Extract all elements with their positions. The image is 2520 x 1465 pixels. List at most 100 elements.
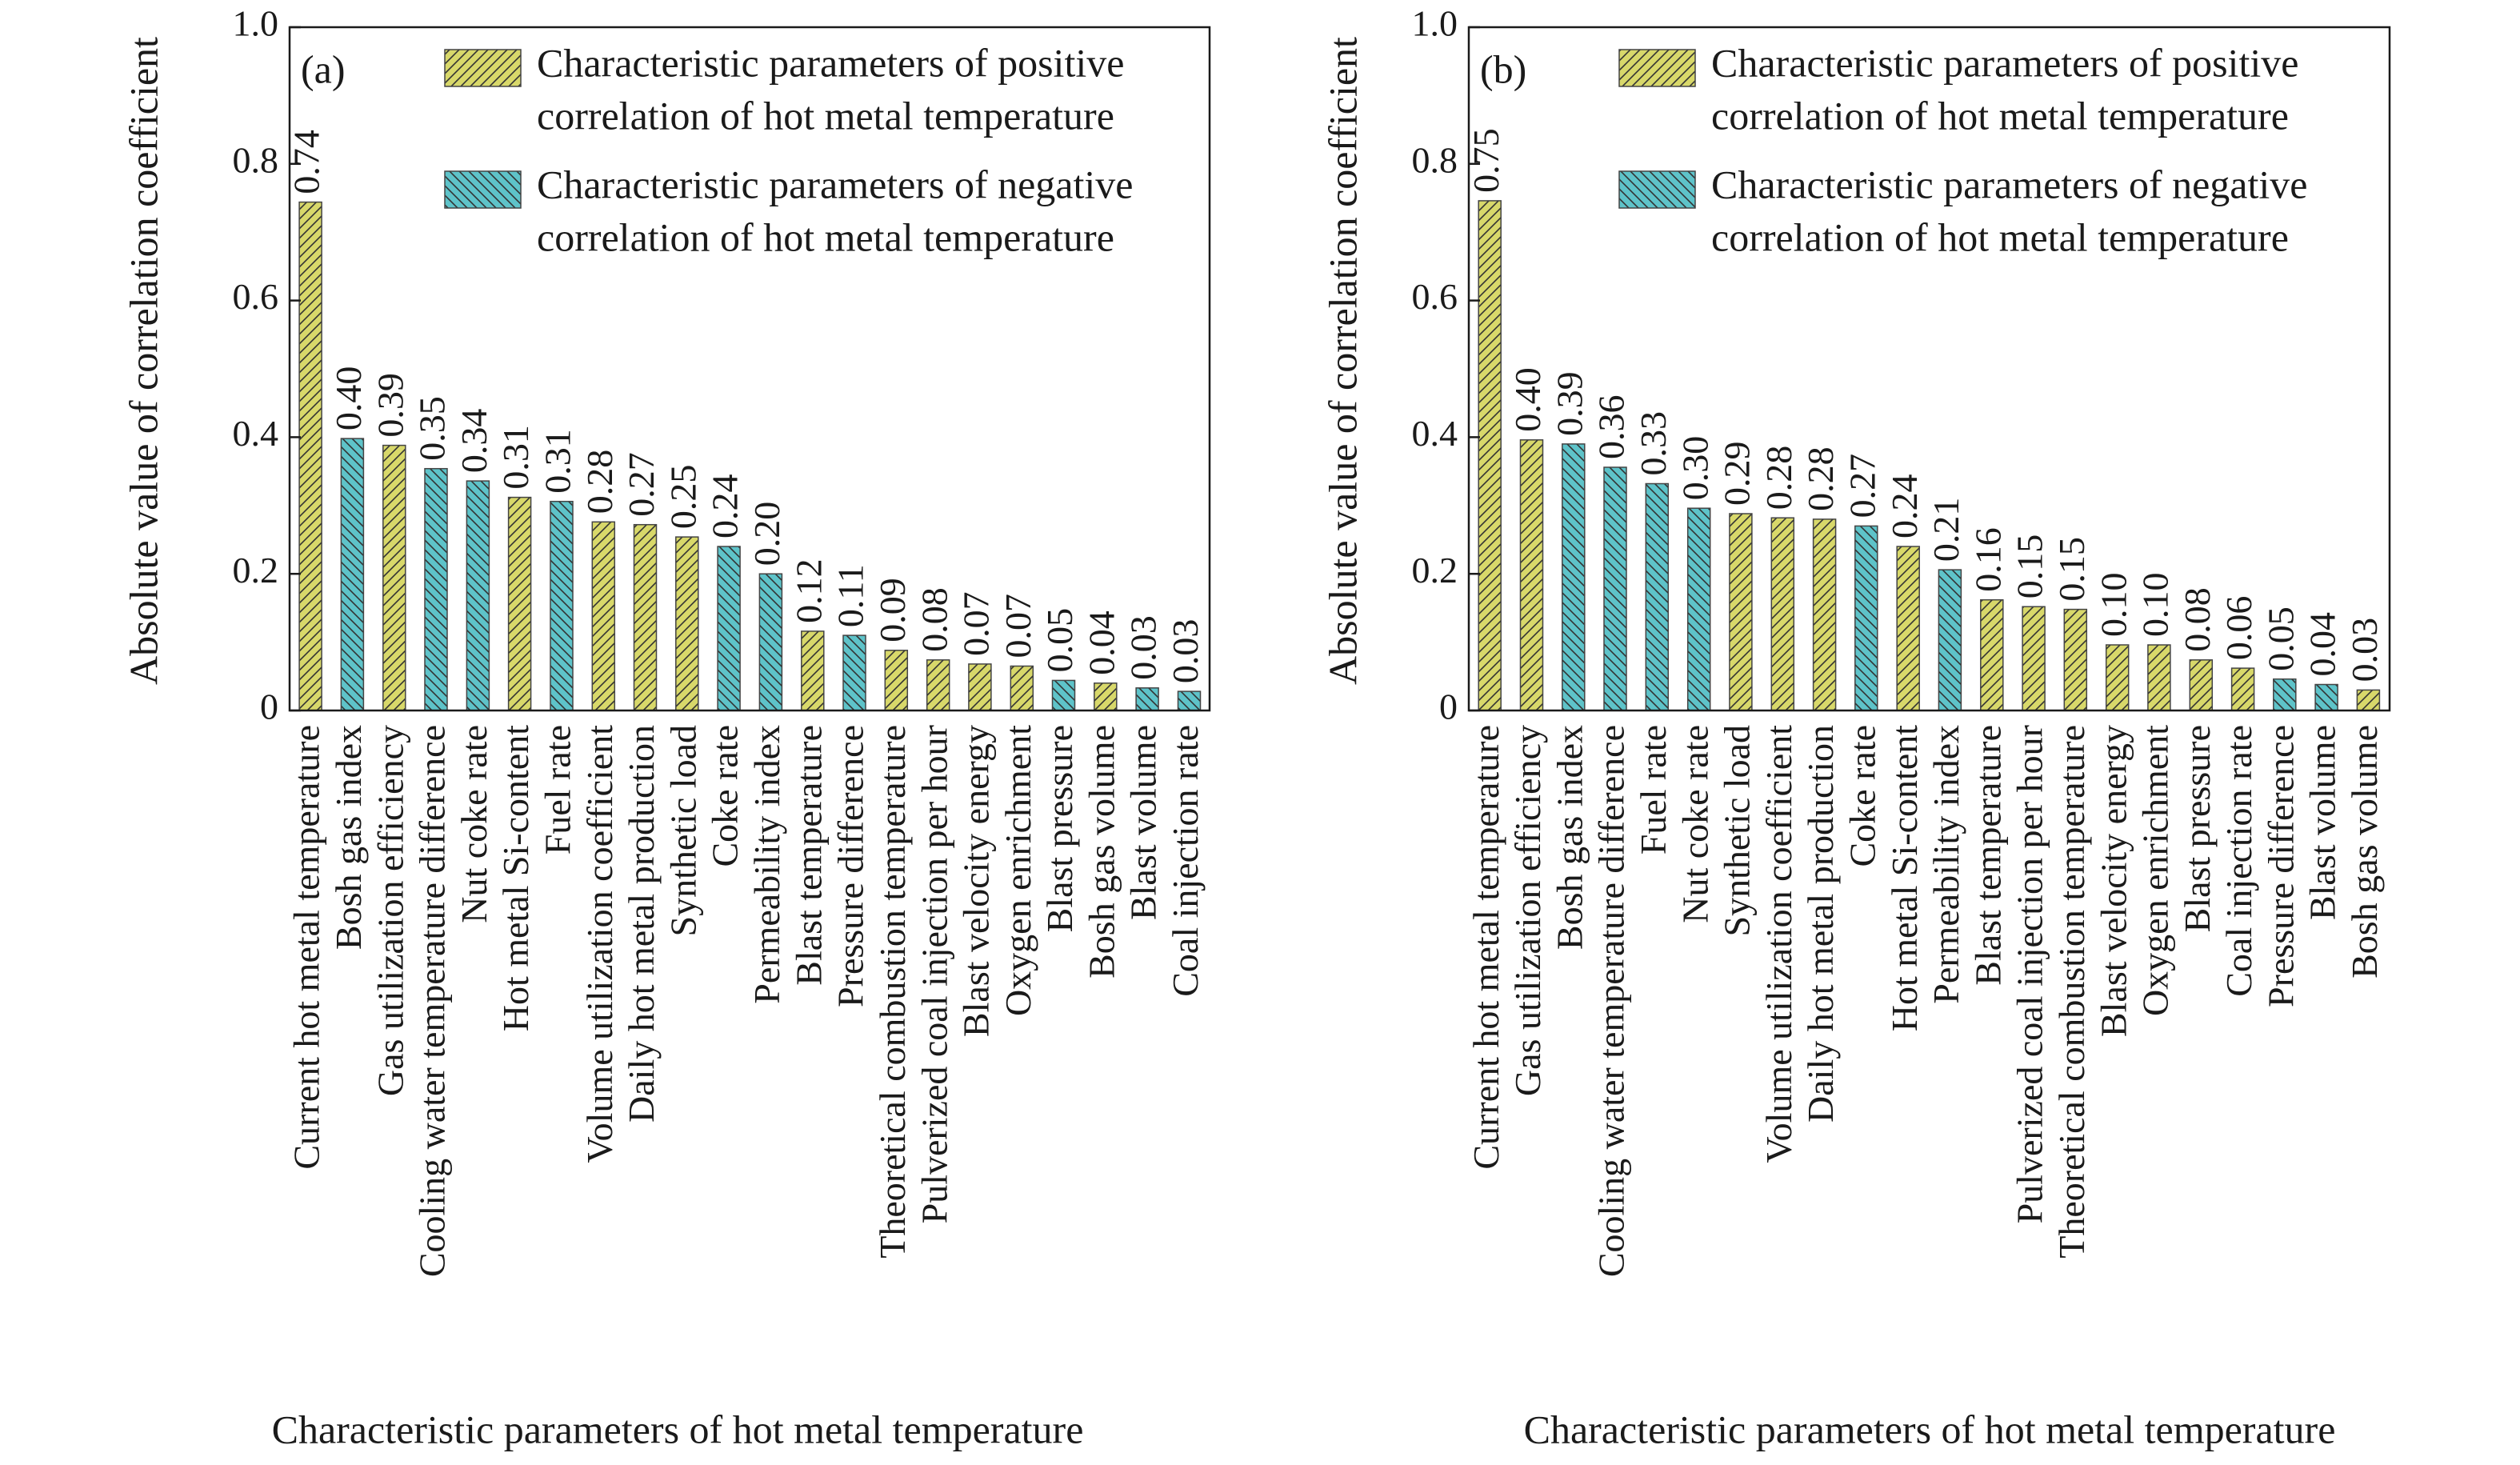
bar [424,467,448,711]
value-label: 0.05 [2260,606,2301,671]
bar [926,659,950,711]
value-label: 0.29 [1716,442,1757,506]
value-label: 0.15 [2010,534,2050,599]
value-label: 0.36 [1591,395,1632,460]
y-axis-label: Absolute value of correlation coefficien… [1320,37,1365,685]
category-label: Blast velocity energy [2093,725,2134,1037]
bar [633,523,658,711]
value-label: 0.74 [286,130,327,194]
category-label: Hot metal Si-content [1884,725,1925,1031]
value-label: 0.34 [454,409,494,474]
bar [717,546,741,711]
bar [758,573,783,711]
bar [2063,608,2088,711]
bar [2105,644,2130,711]
category-label: Current hot metal temperature [1466,725,1506,1170]
bar [1770,517,1795,711]
category-label: Bosh gas volume [2344,725,2385,979]
legend-text-negative: Characteristic parameters of negative [537,162,1133,206]
bar [968,663,992,711]
bar [1051,679,1076,711]
legend-swatch-negative [444,170,522,209]
value-label: 0.27 [621,452,662,517]
category-label: Theoretical combustion temperature [872,725,913,1259]
y-tick-label: 0.6 [233,276,279,317]
category-label: Permeability index [1926,725,1966,1004]
value-label: 0.75 [1466,128,1506,193]
bar [1812,518,1837,711]
y-tick-label: 1.0 [233,3,279,44]
bar [550,500,574,711]
bar [884,650,909,711]
x-axis-label: Characteristic parameters of hot metal t… [1524,1407,2336,1451]
value-label: 0.39 [370,373,410,438]
value-label: 0.31 [538,429,578,494]
category-label: Cooling water temperature difference [412,725,453,1277]
category-label: Blast pressure [2177,725,2218,932]
category-label: Pressure difference [2260,725,2301,1007]
value-label: 0.24 [705,474,746,539]
category-label: Synthetic load [1716,725,1757,936]
bar [842,634,866,711]
category-label: Coal injection rate [2218,725,2259,997]
value-label: 0.20 [746,502,787,566]
value-label: 0.03 [2344,618,2385,682]
category-label: Daily hot metal production [1800,725,1841,1123]
legend-swatch-positive [1618,49,1696,87]
bar [2189,659,2214,711]
bar [1854,525,1878,711]
category-label: Volume utilization coefficient [579,725,620,1163]
bar [1094,682,1118,711]
value-label: 0.28 [1800,446,1841,511]
y-tick-label: 0.4 [233,413,279,454]
legend-text-negative: correlation of hot metal temperature [537,214,1114,259]
legend-text-positive: Characteristic parameters of positive [537,40,1124,85]
bar [2230,667,2255,711]
y-tick-label: 0.6 [1412,276,1458,317]
y-tick-label: 0 [260,686,278,727]
bar [1645,482,1670,711]
bar [507,496,532,711]
category-label: Bosh gas index [1549,725,1590,950]
bar [2356,689,2381,711]
value-label: 0.33 [1633,411,1674,476]
value-label: 0.15 [2051,537,2092,602]
category-label: Blast volume [2302,725,2343,920]
y-tick-label: 0.4 [1412,413,1458,454]
bar [1478,200,1502,711]
category-label: Blast velocity energy [955,725,996,1037]
category-label: Coke rate [1842,725,1882,867]
bar [1938,569,1962,711]
bar [1729,513,1753,711]
legend-text-negative: Characteristic parameters of negative [1711,162,2307,206]
value-label: 0.27 [1842,454,1882,518]
category-label: Bosh gas index [328,725,369,950]
bar [1135,687,1159,711]
category-label: Gas utilization efficiency [370,725,410,1096]
value-label: 0.11 [830,564,871,627]
category-label: Oxygen enrichment [2134,725,2175,1016]
value-label: 0.39 [1549,371,1590,436]
value-label: 0.08 [2177,587,2218,652]
category-label: Pressure difference [830,725,871,1007]
category-label: Fuel rate [538,725,578,855]
value-label: 0.21 [1926,498,1966,562]
bar [1980,598,2004,711]
x-axis-label: Characteristic parameters of hot metal t… [272,1407,1084,1451]
category-label: Bosh gas volume [1081,725,1122,979]
category-label: Pulverized coal injection per hour [2010,725,2050,1223]
value-label: 0.25 [662,465,703,530]
category-label: Blast temperature [1967,725,2008,986]
legend-swatch-negative [1618,170,1696,209]
value-label: 0.40 [328,366,369,431]
category-label: Nut coke rate [454,725,494,923]
value-label: 0.03 [1123,615,1164,680]
y-tick-label: 0.2 [233,550,279,590]
value-label: 0.16 [1967,527,2008,592]
plot-frame [1467,26,2391,712]
value-label: 0.07 [955,591,996,656]
category-label: Pulverized coal injection per hour [914,725,954,1223]
y-axis-label: Absolute value of correlation coefficien… [121,37,166,685]
value-label: 0.24 [1884,474,1925,539]
value-label: 0.28 [1758,446,1799,510]
